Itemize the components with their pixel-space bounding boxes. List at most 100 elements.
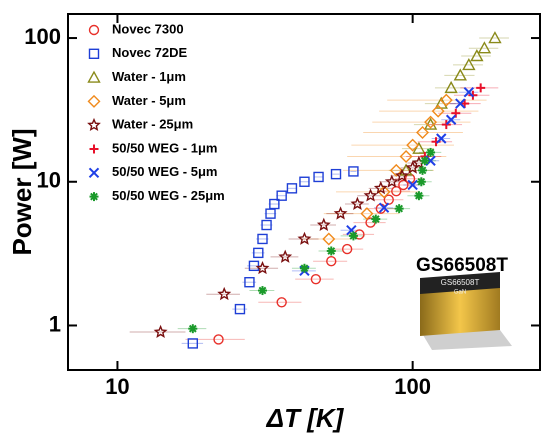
- marker: [326, 256, 337, 267]
- legend-label: 50/50 WEG - 25μm: [112, 188, 225, 203]
- marker-shape: [286, 183, 298, 194]
- marker-shape: [444, 80, 458, 94]
- legend-marker: [89, 144, 99, 154]
- x-tick-label: 100: [394, 374, 431, 399]
- y-tick-label: 1: [49, 311, 61, 336]
- marker: [363, 188, 378, 202]
- marker: [326, 246, 336, 256]
- marker-shape: [436, 133, 447, 144]
- legend-marker: [88, 24, 100, 36]
- marker-shape: [360, 207, 374, 221]
- marker-shape: [377, 185, 391, 199]
- marker-shape: [213, 334, 224, 345]
- marker-shape: [371, 215, 380, 223]
- marker-shape: [363, 188, 378, 202]
- marker: [455, 98, 466, 109]
- annotation: GS66508T: [416, 255, 508, 276]
- marker-shape: [389, 163, 403, 177]
- marker-shape: [326, 256, 337, 267]
- marker-shape: [373, 181, 388, 195]
- marker-shape: [234, 303, 246, 315]
- marker-shape: [313, 171, 324, 183]
- marker-shape: [477, 41, 492, 54]
- legend-label: 50/50 WEG - 1μm: [112, 140, 218, 155]
- legend-marker: [89, 192, 99, 202]
- marker: [348, 166, 359, 177]
- marker: [416, 126, 430, 140]
- marker: [441, 120, 451, 130]
- marker-shape: [330, 168, 342, 180]
- marker: [371, 214, 381, 224]
- marker-shape: [333, 206, 348, 220]
- marker: [234, 303, 246, 315]
- marker: [299, 263, 309, 273]
- marker-shape: [153, 324, 168, 339]
- marker-shape: [394, 168, 409, 182]
- marker-shape: [417, 177, 426, 186]
- marker: [276, 297, 287, 308]
- marker-shape: [322, 232, 336, 246]
- marker: [310, 273, 322, 285]
- marker-shape: [261, 219, 272, 231]
- marker: [394, 168, 409, 182]
- marker-shape: [416, 126, 430, 140]
- marker: [330, 168, 342, 180]
- marker-shape: [412, 141, 426, 154]
- marker-shape: [399, 149, 413, 163]
- marker-shape: [384, 174, 399, 188]
- marker-shape: [395, 204, 404, 213]
- marker: [414, 191, 424, 201]
- marker: [445, 114, 457, 125]
- marker-shape: [455, 98, 466, 109]
- chip-image: GS66508T GaN: [420, 272, 512, 350]
- marker: [269, 198, 280, 210]
- marker: [299, 176, 310, 187]
- marker: [258, 286, 268, 296]
- marker: [188, 324, 198, 334]
- marker: [398, 179, 409, 191]
- marker-shape: [462, 57, 476, 71]
- marker-shape: [90, 192, 98, 201]
- marker: [426, 147, 436, 157]
- marker: [348, 231, 358, 241]
- marker: [322, 232, 336, 246]
- marker: [418, 165, 428, 175]
- marker: [187, 338, 199, 349]
- plot-frame: [67, 13, 541, 371]
- marker-shape: [244, 277, 255, 288]
- plot-area: 10 100 1 10 100 Novec 7300 Novec 72DE Water - 1…: [24, 13, 541, 399]
- marker: [257, 233, 268, 245]
- legend-marker: [88, 167, 100, 179]
- y-tick-label: 10: [37, 168, 61, 193]
- y-axis-label: Power [W]: [7, 128, 37, 255]
- marker: [286, 183, 298, 194]
- legend-label: Water - 1μm: [112, 69, 186, 84]
- marker-shape: [418, 166, 427, 175]
- marker-shape: [88, 48, 100, 59]
- legend-label: Water - 5μm: [112, 93, 186, 108]
- marker: [453, 68, 467, 81]
- marker-shape: [453, 68, 467, 81]
- legend-marker: [87, 117, 101, 132]
- legend-marker: [87, 94, 101, 108]
- marker: [399, 149, 413, 163]
- marker: [389, 163, 403, 177]
- marker: [153, 324, 168, 339]
- marker: [444, 80, 458, 94]
- marker-shape: [398, 179, 409, 191]
- marker-shape: [406, 138, 420, 152]
- marker-shape: [348, 166, 359, 177]
- marker: [350, 196, 365, 211]
- marker: [420, 156, 430, 166]
- marker-shape: [431, 104, 445, 118]
- marker-shape: [300, 264, 309, 273]
- marker-shape: [346, 225, 357, 236]
- marker-shape: [426, 148, 435, 157]
- legend-marker: [88, 48, 100, 59]
- marker: [412, 141, 426, 154]
- marker-shape: [87, 70, 101, 83]
- marker: [297, 231, 312, 245]
- marker-shape: [316, 217, 331, 232]
- legend-marker: [87, 70, 101, 83]
